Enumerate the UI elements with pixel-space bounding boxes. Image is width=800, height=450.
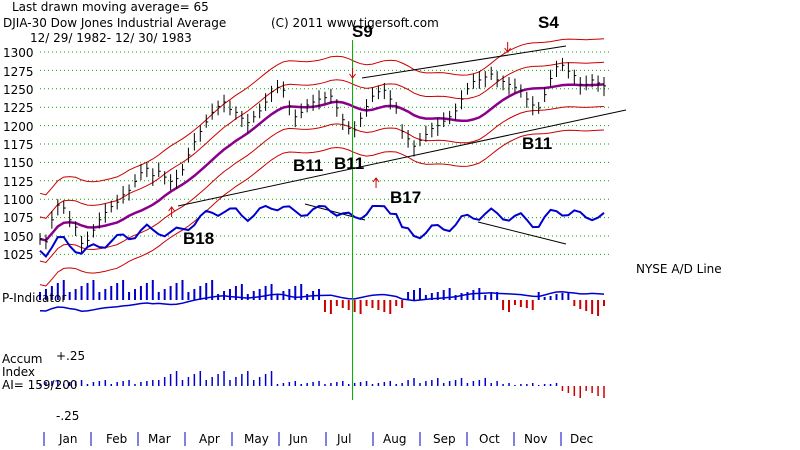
date-range: 12/ 29/ 1982- 12/ 30/ 1983 <box>30 31 192 45</box>
month-label: Dec <box>570 432 594 446</box>
signal-b11-label: B11 <box>522 134 553 153</box>
moving-average-line <box>39 83 605 242</box>
y-tick-label: 1050 <box>3 230 34 244</box>
y-tick-label: 1025 <box>3 248 34 262</box>
upper-inner-band <box>39 61 605 219</box>
ad-line-label: NYSE A/D Line <box>636 262 722 276</box>
y-tick-label: 1125 <box>3 175 34 189</box>
signal-b11-label: B11 <box>293 156 324 175</box>
y-tick-label: 1200 <box>3 120 34 134</box>
price-bars <box>39 57 606 254</box>
accum-ai-value: AI= 159/200 <box>2 378 78 392</box>
signal-b17-label: B17 <box>390 188 422 207</box>
y-tick-label: 1225 <box>3 101 34 115</box>
month-label: Apr <box>199 432 220 446</box>
p-indicator-series <box>39 280 605 316</box>
accum-index-label: Index <box>2 365 36 379</box>
p-indicator-label: P-Indicator <box>2 291 67 305</box>
month-label: May <box>244 432 269 446</box>
lower-trendline <box>177 109 627 207</box>
accum-top-tick: +.25 <box>56 349 86 363</box>
y-tick-label: 1150 <box>3 156 34 170</box>
y-tick-label: 1075 <box>3 211 34 225</box>
moving-average <box>39 83 605 242</box>
y-tick-label: 1300 <box>3 46 34 60</box>
signal-s9-label: S9 <box>352 22 373 41</box>
lower-inner-band <box>39 106 605 264</box>
month-label: Aug <box>383 432 407 446</box>
ad-line <box>39 204 605 258</box>
upper-trendline <box>361 45 567 79</box>
y-tick-label: 1175 <box>3 138 34 152</box>
y-tick-label: 1100 <box>3 193 34 207</box>
copyright: (C) 2011 www.tigersoft.com <box>271 16 439 30</box>
month-axis <box>38 429 604 446</box>
accum-bottom-tick: -.25 <box>56 409 80 423</box>
month-label: Mar <box>148 432 171 446</box>
moving-average-note: Last drawn moving average= 65 <box>12 0 209 14</box>
month-label: Jun <box>289 432 308 446</box>
b18-arrow-head <box>168 206 175 212</box>
price-bands <box>39 38 605 287</box>
index-name: DJIA-30 Dow Jones Industrial Average <box>3 16 227 30</box>
signal-b11-label: B11 <box>334 154 365 173</box>
y-tick-label: 1275 <box>3 65 34 79</box>
signal-arrows <box>168 42 512 217</box>
y-tick-label: 1250 <box>3 83 34 97</box>
month-label: Feb <box>106 432 128 446</box>
accum-label: Accum <box>2 352 43 366</box>
ad-trendline-2 <box>477 221 567 245</box>
month-label: Jul <box>337 432 352 446</box>
trendlines <box>177 45 627 245</box>
p-indicator-line <box>39 291 605 312</box>
lower-outer-band <box>39 129 605 287</box>
signal-b18-label: B18 <box>183 229 215 248</box>
signal-s4-label: S4 <box>538 13 559 32</box>
month-label: Jan <box>59 432 78 446</box>
month-label: Oct <box>479 432 500 446</box>
upper-outer-band <box>39 38 605 196</box>
month-label: Nov <box>524 432 548 446</box>
accum-index-series <box>39 371 605 398</box>
ad-line-series <box>39 204 605 258</box>
s4-arrow-head <box>504 47 512 53</box>
month-label: Sep <box>433 432 456 446</box>
b17-arrow-head <box>372 177 380 183</box>
s9-arrow-head <box>349 73 356 79</box>
